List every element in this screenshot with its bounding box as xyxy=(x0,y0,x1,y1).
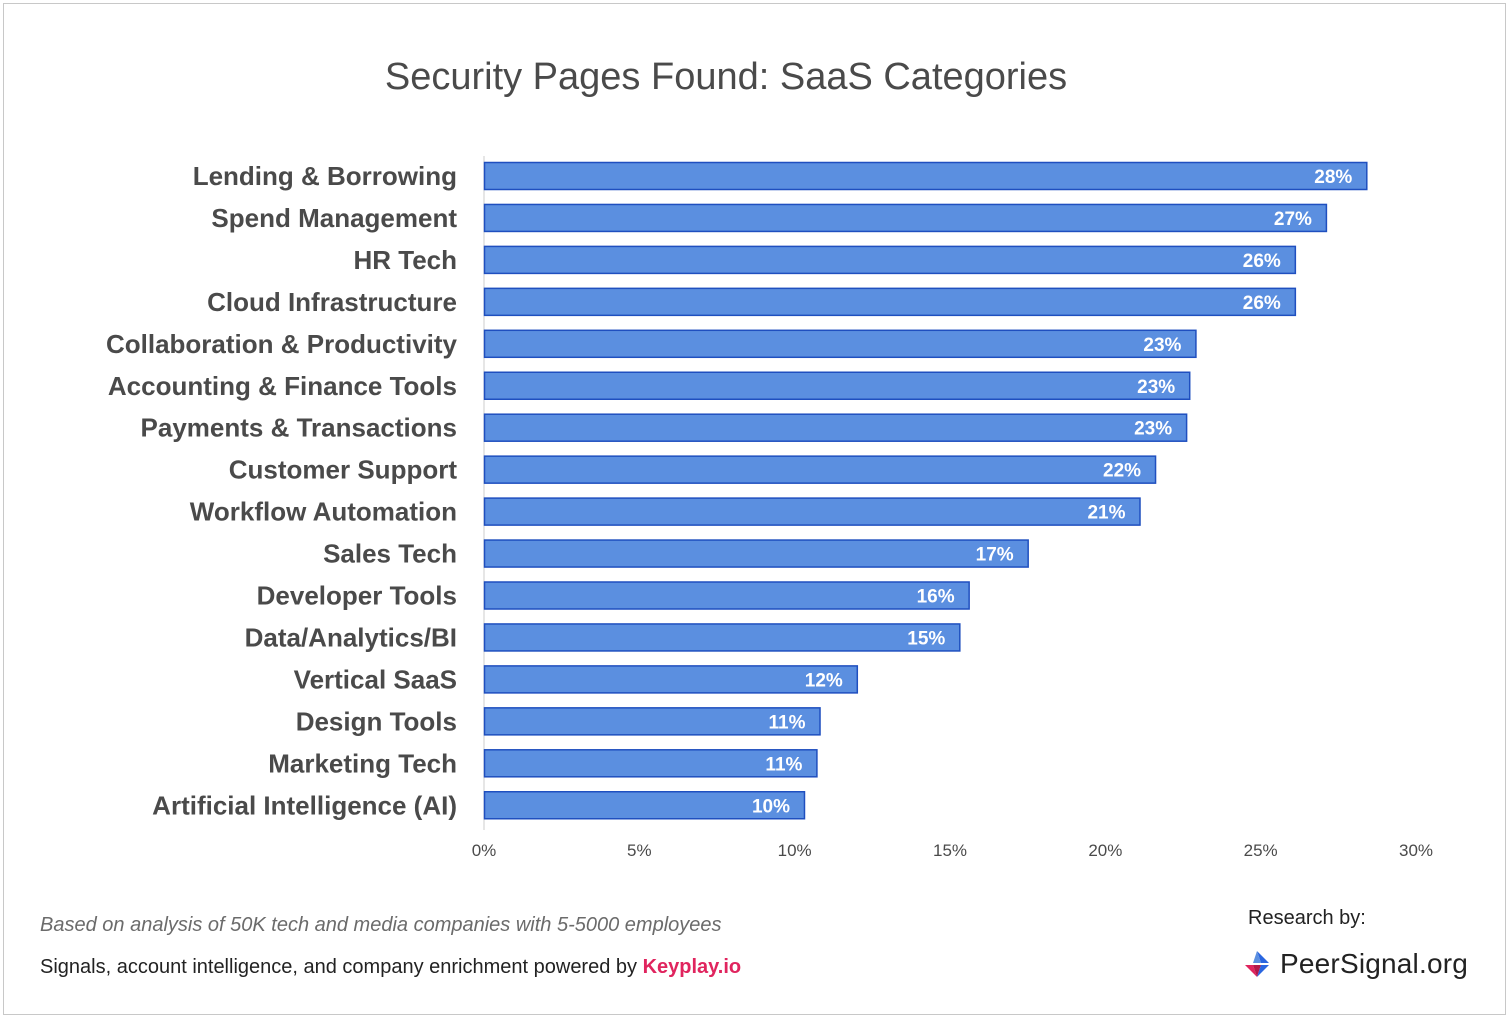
x-tick-label: 5% xyxy=(627,841,652,860)
data-label: 11% xyxy=(765,754,802,775)
category-label: Spend Management xyxy=(211,203,457,233)
bar-chart: Lending & Borrowing 28% Spend Management 27… xyxy=(106,156,1433,860)
bar xyxy=(483,791,806,820)
category-label: Accounting & Finance Tools xyxy=(108,371,457,401)
bar xyxy=(483,371,1191,400)
bar xyxy=(483,581,970,610)
category-label: Workflow Automation xyxy=(190,497,457,527)
category-label: Artificial Intelligence (AI) xyxy=(152,790,457,820)
data-label: 28% xyxy=(1314,167,1352,188)
x-tick-label: 10% xyxy=(778,841,812,860)
x-tick-label: 25% xyxy=(1244,841,1278,860)
bar xyxy=(483,749,818,778)
bar xyxy=(483,413,1188,442)
data-label: 10% xyxy=(752,796,790,817)
bar xyxy=(483,623,961,652)
data-label: 23% xyxy=(1137,377,1175,398)
bar xyxy=(483,707,821,736)
data-label: 27% xyxy=(1274,209,1312,230)
category-label: Developer Tools xyxy=(257,581,457,611)
category-label: Sales Tech xyxy=(323,539,457,569)
category-label: Cloud Infrastructure xyxy=(207,287,457,317)
credit-prefix: Signals, account intelligence, and compa… xyxy=(40,956,643,978)
x-tick-label: 15% xyxy=(933,841,967,860)
data-label: 23% xyxy=(1134,419,1172,440)
category-label: Customer Support xyxy=(229,455,458,485)
category-label: Data/Analytics/BI xyxy=(245,622,457,652)
category-label: HR Tech xyxy=(353,245,457,275)
category-label: Vertical SaaS xyxy=(294,664,457,694)
data-label: 23% xyxy=(1143,335,1181,356)
chart-title: Security Pages Found: SaaS Categories xyxy=(384,56,1068,98)
credit-line: Signals, account intelligence, and compa… xyxy=(40,956,741,979)
data-label: 15% xyxy=(907,628,945,649)
x-tick-label: 30% xyxy=(1399,841,1433,860)
bar xyxy=(483,245,1297,275)
data-label: 26% xyxy=(1243,251,1281,272)
bar xyxy=(483,203,1328,233)
peersignal-logo-text: PeerSignal.org xyxy=(1280,948,1469,979)
data-label: 11% xyxy=(769,712,806,733)
bar xyxy=(483,161,1368,191)
x-tick-label: 0% xyxy=(472,841,497,860)
footnote: Based on analysis of 50K tech and media … xyxy=(40,914,722,936)
peersignal-logo[interactable]: PeerSignal.org xyxy=(1242,948,1468,980)
bar xyxy=(483,665,859,694)
data-label: 26% xyxy=(1243,293,1281,314)
bar xyxy=(483,287,1297,317)
bar xyxy=(483,539,1029,568)
bar xyxy=(483,455,1157,484)
category-label: Collaboration & Productivity xyxy=(106,329,458,359)
data-label: 21% xyxy=(1087,503,1125,524)
keyplay-link[interactable]: Keyplay.io xyxy=(642,956,742,978)
category-label: Marketing Tech xyxy=(268,748,457,778)
peersignal-logo-icon xyxy=(1245,951,1269,977)
category-label: Design Tools xyxy=(296,706,457,736)
category-label: Lending & Borrowing xyxy=(193,161,457,191)
x-tick-label: 20% xyxy=(1088,841,1122,860)
category-label: Payments & Transactions xyxy=(141,413,457,443)
data-label: 12% xyxy=(805,670,843,691)
bar xyxy=(483,497,1141,526)
data-label: 17% xyxy=(976,545,1014,566)
data-label: 16% xyxy=(917,587,955,608)
bar xyxy=(483,329,1197,359)
data-label: 22% xyxy=(1103,461,1141,482)
chart-frame: Security Pages Found: SaaS Categories Le… xyxy=(3,3,1506,1015)
research-by-label: Research by: xyxy=(1248,907,1366,929)
